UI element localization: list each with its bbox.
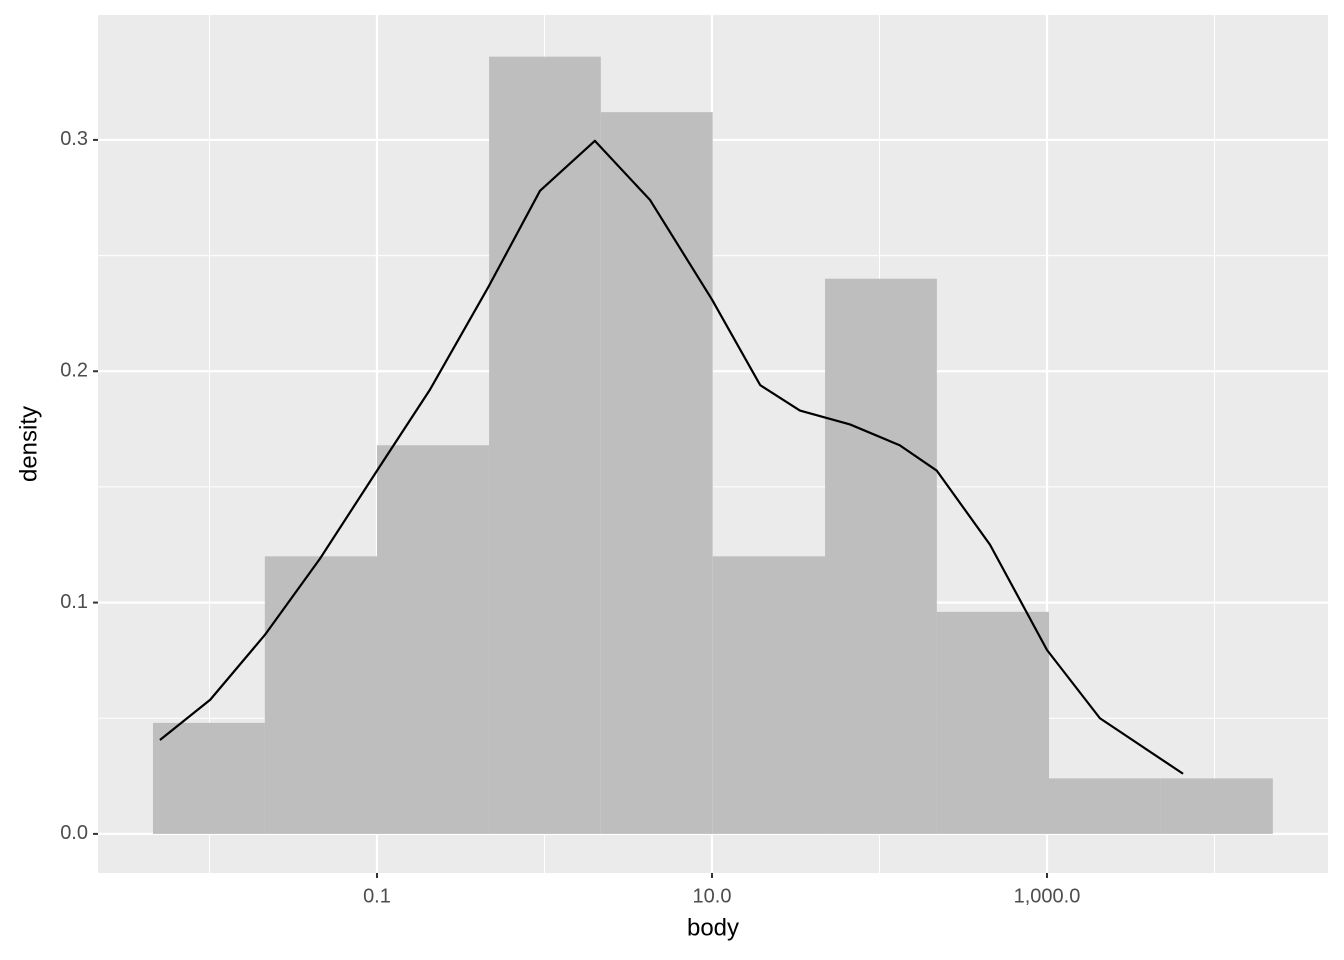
x-axis-title: body [687,914,739,941]
y-axis-title: density [15,406,42,482]
bar [376,445,490,834]
y-tick-label: 0.0 [60,822,88,844]
bar [936,611,1050,834]
bar [825,278,937,834]
bar [600,112,713,834]
x-tick-label: 10.0 [693,885,732,907]
bar [1049,778,1161,834]
density-line [159,139,1184,775]
bar [1160,778,1273,834]
y-tick-label: 0.1 [60,591,88,613]
y-tick-label: 0.3 [60,128,88,150]
y-tick-label: 0.2 [60,360,88,382]
bar [152,722,265,834]
bar [264,556,377,834]
x-tick-label: 1,000.0 [1014,885,1081,907]
x-tick-label: 0.1 [363,885,391,907]
bar [712,556,826,834]
bar [489,56,601,834]
